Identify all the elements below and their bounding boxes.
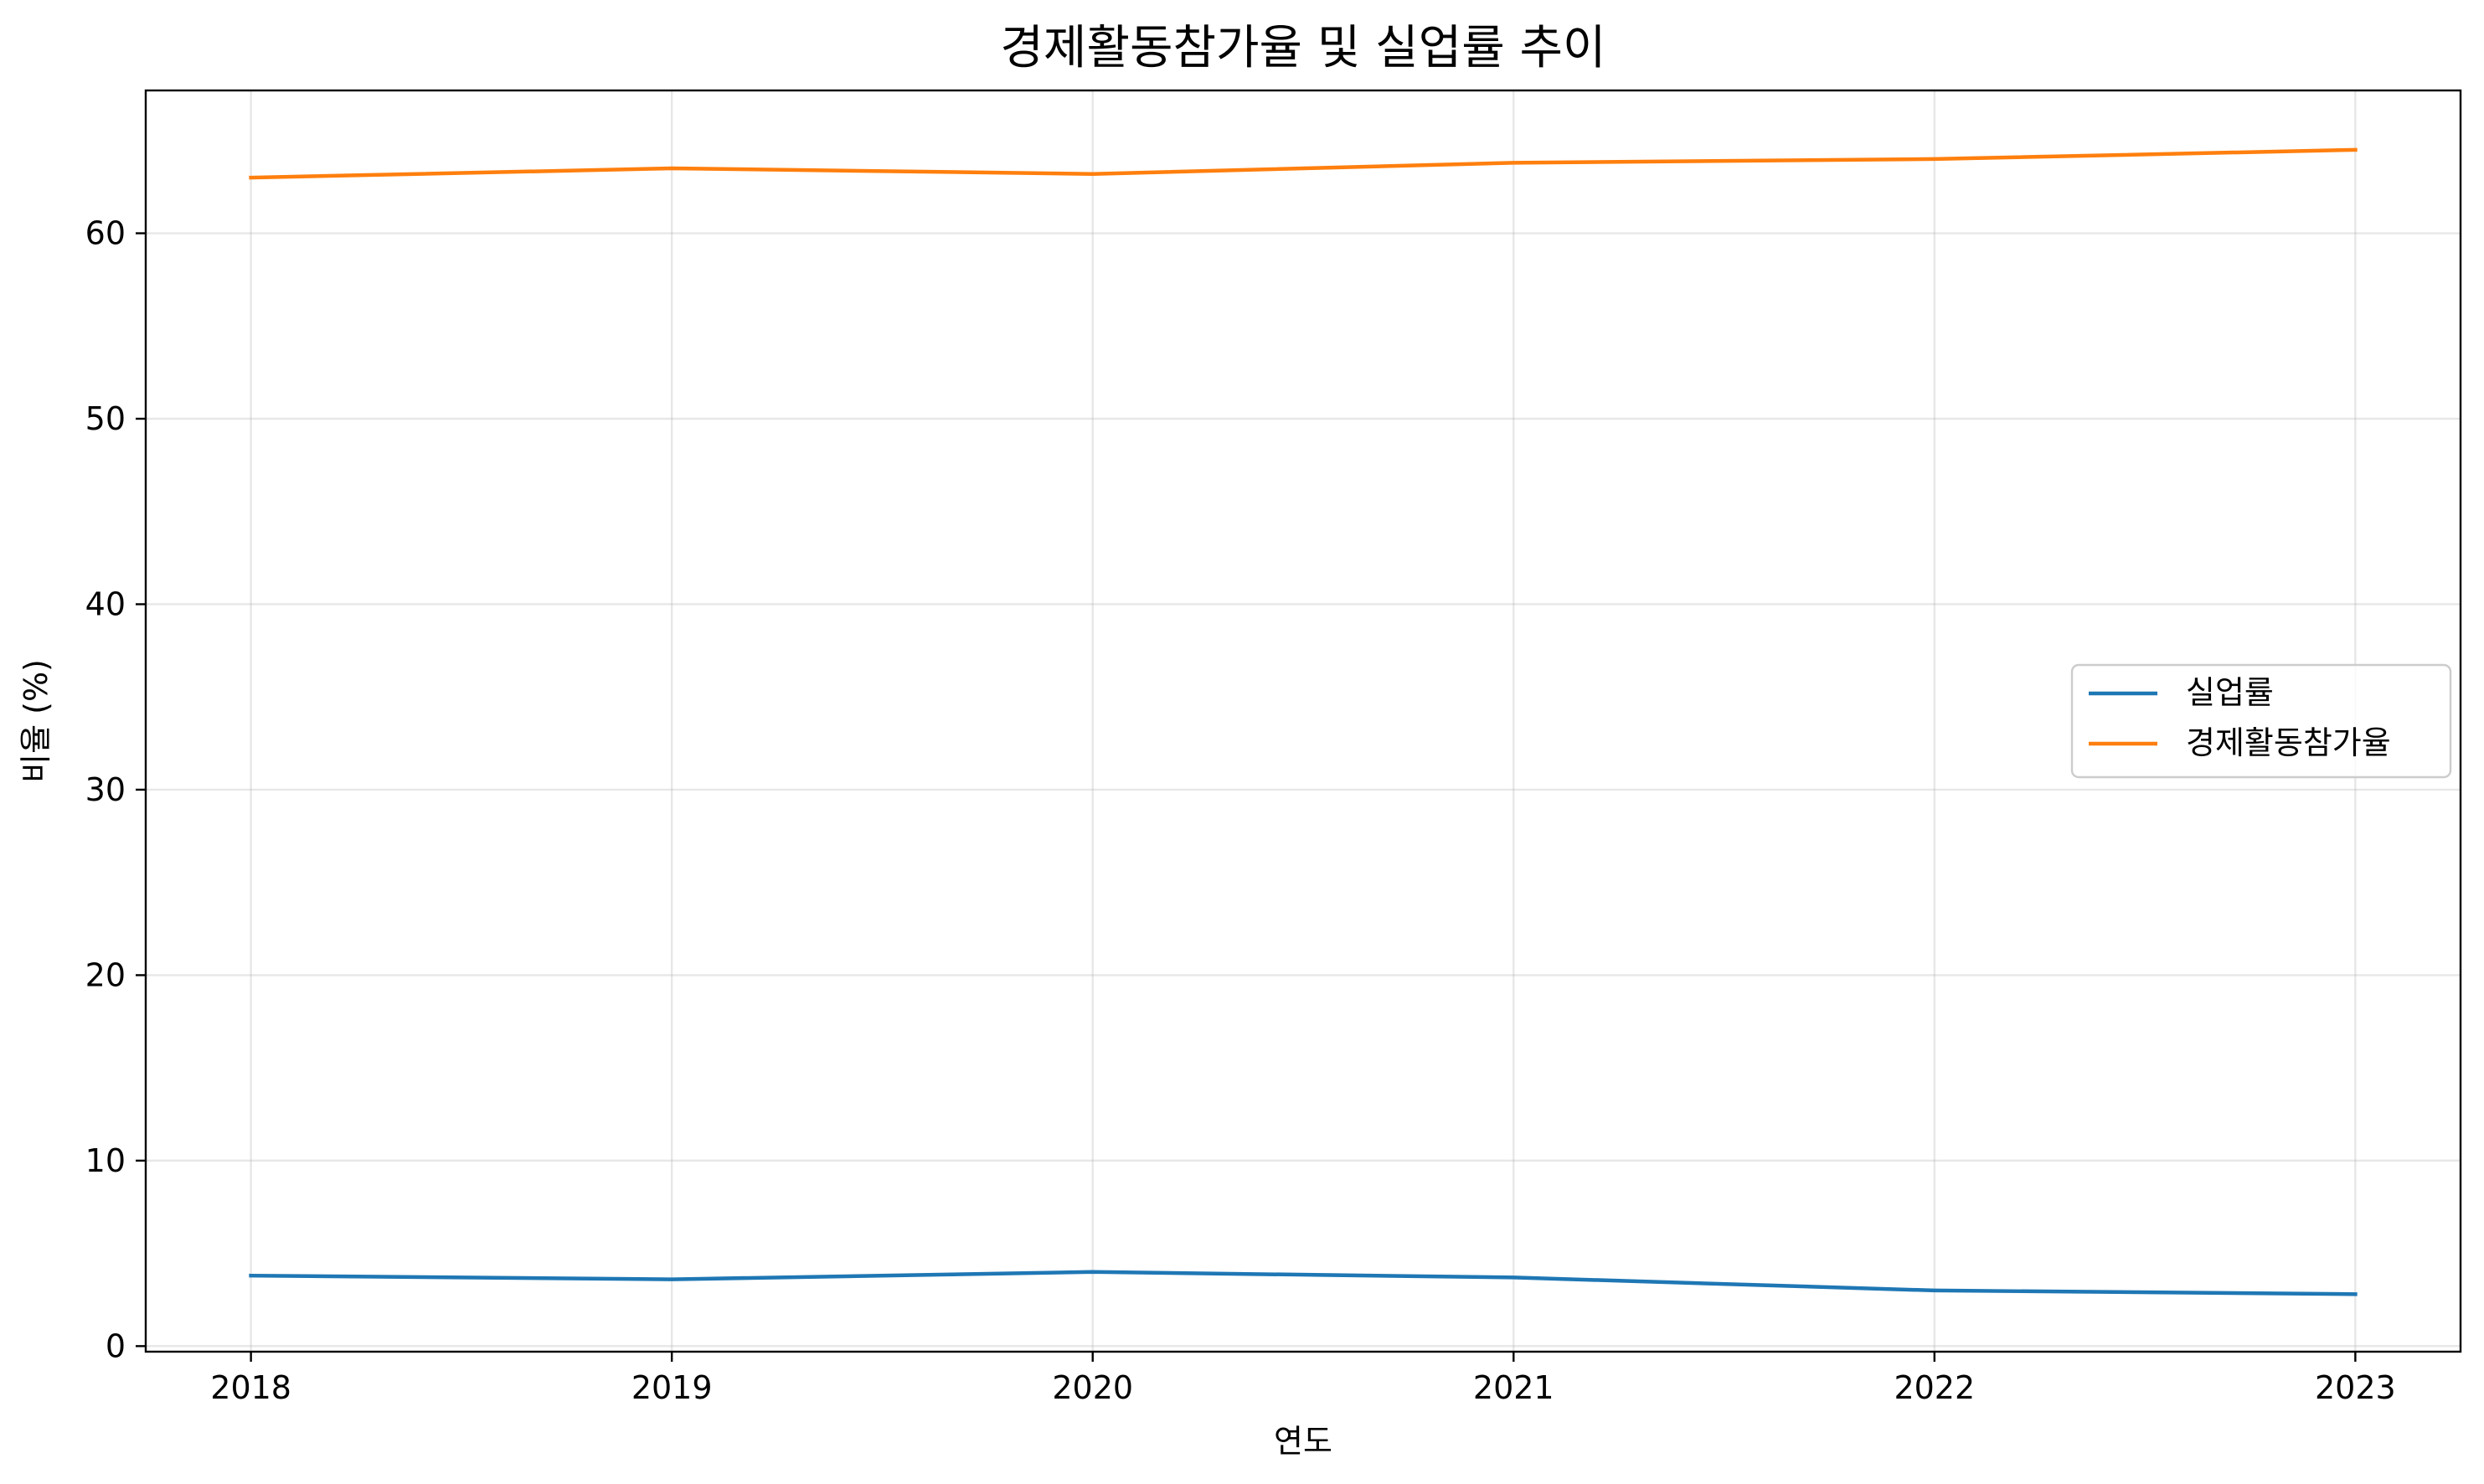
y-axis-label: 비율 (%) <box>18 659 54 783</box>
legend-box <box>2070 663 2452 779</box>
y-tick-label: 30 <box>85 771 126 808</box>
y-tick-label: 60 <box>85 215 126 252</box>
x-axis-label: 연도 <box>1274 1423 1332 1460</box>
y-tick-label: 20 <box>85 956 126 993</box>
y-tick-label: 50 <box>85 400 126 437</box>
y-tick-label: 10 <box>85 1142 126 1179</box>
legend: 실업률 경제활동참가율 <box>2070 663 2452 779</box>
x-tick-label: 2018 <box>210 1369 291 1406</box>
y-tick-label: 40 <box>85 585 126 622</box>
plot-frame <box>144 89 2462 1353</box>
x-tick-label: 2023 <box>2315 1369 2396 1406</box>
legend-label-participation: 경제활동참가율 <box>2186 724 2391 761</box>
legend-label-unemployment: 실업률 <box>2186 674 2274 711</box>
chart-title: 경제활동참가율 및 실업률 추이 <box>1000 21 1605 75</box>
x-tick-label: 2022 <box>1894 1369 1975 1406</box>
x-tick-label: 2021 <box>1473 1369 1554 1406</box>
grid-lines <box>146 90 2461 1352</box>
x-tick-label: 2020 <box>1052 1369 1133 1406</box>
y-tick-label: 0 <box>106 1327 126 1364</box>
axis-ticks: 2018 2019 2020 2021 2022 2023 0 10 20 30 40 50 60 <box>85 215 2396 1406</box>
x-tick-label: 2019 <box>631 1369 713 1406</box>
series-lines <box>249 147 2358 1296</box>
series-line-unemployment-rate <box>249 1270 2358 1296</box>
series-line-participation-rate <box>249 147 2358 180</box>
